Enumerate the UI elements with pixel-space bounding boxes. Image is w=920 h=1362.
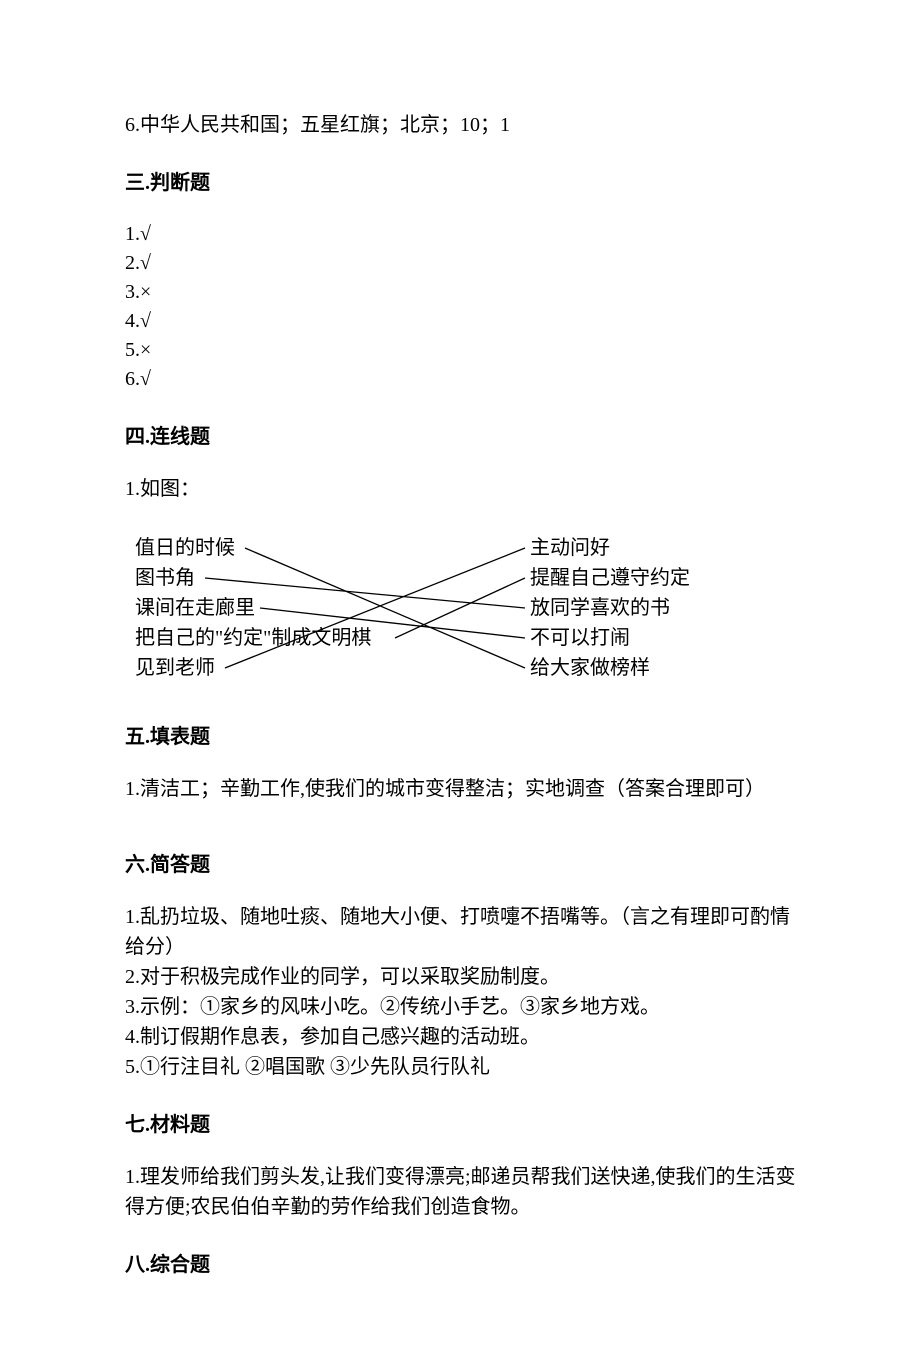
judge-item: 3.×: [125, 278, 800, 307]
judge-item: 6.√: [125, 365, 800, 394]
match-line: [395, 578, 525, 638]
match-right-label: 给大家做榜样: [530, 656, 650, 679]
match-right-label: 不可以打闹: [530, 626, 630, 649]
section-8-heading: 八.综合题: [125, 1250, 800, 1280]
short-answer-item: 1.乱扔垃圾、随地吐痰、随地大小便、打喷嚏不捂嘴等。（言之有理即可酌情给分）: [125, 902, 800, 962]
answer-line-6: 6.中华人民共和国；五星红旗；北京；10；1: [125, 110, 800, 140]
short-answer-item: 3.示例：①家乡的风味小吃。②传统小手艺。③家乡地方戏。: [125, 992, 800, 1022]
match-left-label: 见到老师: [135, 656, 215, 679]
section-3-heading: 三.判断题: [125, 168, 800, 198]
short-answer-item: 2.对于积极完成作业的同学，可以采取奖励制度。: [125, 962, 800, 992]
section-4-heading: 四.连线题: [125, 422, 800, 452]
section-5-heading: 五.填表题: [125, 722, 800, 752]
section-7-heading: 七.材料题: [125, 1110, 800, 1140]
judge-item: 4.√: [125, 307, 800, 336]
short-answer-block: 1.乱扔垃圾、随地吐痰、随地大小便、打喷嚏不捂嘴等。（言之有理即可酌情给分） 2…: [125, 902, 800, 1082]
match-right-label: 放同学喜欢的书: [530, 596, 670, 619]
match-right-label: 主动问好: [530, 536, 610, 559]
material-answer: 1.理发师给我们剪头发,让我们变得漂亮;邮递员帮我们送快递,使我们的生活变得方便…: [125, 1162, 800, 1222]
match-line: [225, 548, 525, 668]
judge-list: 1.√ 2.√ 3.× 4.√ 5.× 6.√: [125, 220, 800, 394]
match-right-label: 提醒自己遵守约定: [530, 566, 690, 589]
short-answer-item: 5.①行注目礼 ②唱国歌 ③少先队员行队礼: [125, 1052, 800, 1082]
judge-item: 2.√: [125, 249, 800, 278]
match-left-label: 把自己的"约定"制成文明棋: [135, 626, 371, 649]
match-left-label: 课间在走廊里: [135, 596, 255, 619]
section-6-heading: 六.简答题: [125, 850, 800, 880]
short-answer-item: 4.制订假期作息表，参加自己感兴趣的活动班。: [125, 1022, 800, 1052]
fill-table-answer: 1.清洁工；辛勤工作,使我们的城市变得整洁；实地调查（答案合理即可）: [125, 774, 800, 804]
judge-item: 1.√: [125, 220, 800, 249]
match-left-label: 值日的时候: [135, 536, 235, 559]
match-line: [245, 548, 525, 668]
judge-item: 5.×: [125, 336, 800, 365]
matching-diagram: 值日的时候图书角课间在走廊里把自己的"约定"制成文明棋见到老师 主动问好提醒自己遵…: [125, 534, 800, 694]
match-intro: 1.如图：: [125, 474, 800, 504]
match-left-label: 图书角: [135, 566, 195, 589]
matching-svg: 值日的时候图书角课间在走廊里把自己的"约定"制成文明棋见到老师 主动问好提醒自己遵…: [125, 534, 805, 694]
